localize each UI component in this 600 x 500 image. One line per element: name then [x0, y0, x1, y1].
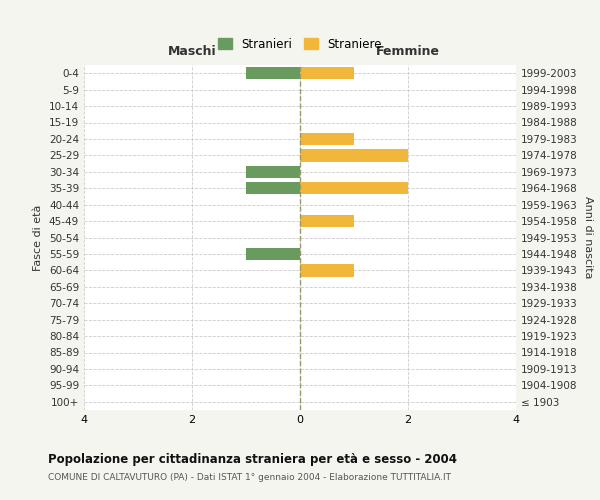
Bar: [300, 67, 354, 80]
Bar: [300, 133, 354, 145]
Bar: [300, 149, 408, 162]
Text: Popolazione per cittadinanza straniera per età e sesso - 2004: Popolazione per cittadinanza straniera p…: [48, 452, 457, 466]
Text: Femmine: Femmine: [376, 45, 440, 58]
Text: Maschi: Maschi: [167, 45, 217, 58]
Bar: [300, 215, 354, 227]
Bar: [246, 67, 300, 80]
Text: COMUNE DI CALTAVUTURO (PA) - Dati ISTAT 1° gennaio 2004 - Elaborazione TUTTITALI: COMUNE DI CALTAVUTURO (PA) - Dati ISTAT …: [48, 472, 451, 482]
Bar: [300, 182, 408, 194]
Y-axis label: Anni di nascita: Anni di nascita: [583, 196, 593, 279]
Bar: [246, 166, 300, 178]
Bar: [300, 264, 354, 276]
Legend: Stranieri, Straniere: Stranieri, Straniere: [213, 33, 387, 56]
Bar: [246, 182, 300, 194]
Y-axis label: Fasce di età: Fasce di età: [34, 204, 43, 270]
Bar: [246, 248, 300, 260]
